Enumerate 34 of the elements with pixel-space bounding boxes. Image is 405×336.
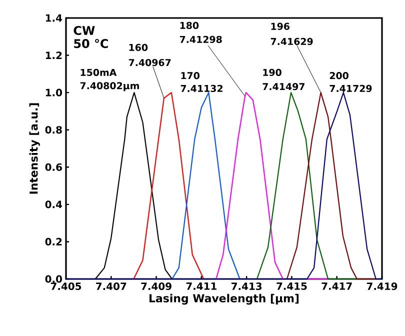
x-tick-label: 7.415 [276, 282, 307, 290]
annotation: 200 [330, 72, 348, 80]
annotation: 7.41298 [180, 36, 222, 44]
y-tick-label: 1.2 [46, 52, 62, 59]
x-tick-label: 7.419 [366, 282, 398, 290]
y-tick-label: 1.0 [46, 88, 62, 96]
annotation: 170 [181, 72, 200, 80]
annotation: 7.41629 [270, 38, 313, 46]
annotation: 180 [180, 22, 199, 30]
annotation: 7.41729 [330, 84, 372, 92]
annotation: 7.41497 [262, 83, 304, 90]
annotation: 190 [263, 68, 282, 76]
annotation: 7.40967 [128, 58, 171, 66]
y-tick-label: 0.2 [45, 238, 62, 246]
annotation: 150mA [80, 68, 117, 76]
annotation: 160 [129, 44, 148, 52]
annotation: 7.40802μm [80, 82, 139, 92]
y-tick-label: 0.8 [45, 126, 62, 134]
annotation: 50 °C [74, 38, 108, 48]
x-tick-label: 7.409 [141, 282, 172, 290]
x-tick-label: 7.411 [186, 282, 217, 290]
y-tick-label: 0.0 [45, 275, 62, 283]
y-tick-label: 0.4 [45, 200, 62, 208]
x-tick-label: 7.405 [50, 282, 82, 290]
x-axis-title: Lasing Wavelength [μm] [150, 294, 299, 305]
x-tick-label: 7.407 [96, 282, 126, 290]
x-tick-label: 7.413 [231, 282, 262, 290]
annotation: CW [74, 26, 95, 36]
y-tick-label: 0.6 [45, 163, 62, 171]
y-tick-label: 1.4 [46, 14, 62, 22]
y-axis-title: Intensity [a.u.] [29, 103, 40, 194]
x-tick-label: 7.417 [322, 282, 352, 290]
annotation: 196 [271, 22, 290, 30]
annotation: 7.41132 [180, 84, 222, 92]
